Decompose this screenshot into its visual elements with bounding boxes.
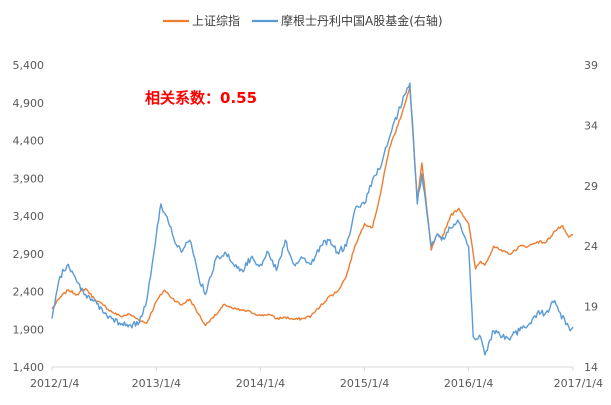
- y-right-tick-label: 14: [584, 361, 598, 374]
- y-left-tick-label: 1,900: [13, 323, 45, 336]
- y-left-tick-label: 4,400: [13, 135, 45, 148]
- y-left-tick-label: 5,400: [13, 59, 45, 72]
- y-left-tick-label: 3,900: [13, 172, 45, 185]
- y-left-tick-label: 1,400: [13, 361, 45, 374]
- y-left-tick-label: 3,400: [13, 210, 45, 223]
- x-tick-label: 2017/1/4: [554, 377, 603, 390]
- y-right-axis-ticks: 14 19 24 29 34 39: [584, 59, 598, 374]
- y-left-tick-label: 2,400: [13, 286, 45, 299]
- legend-label-shanghai: 上证综指: [192, 13, 240, 28]
- series-line-msci-fund: [51, 82, 574, 356]
- y-left-axis-ticks: 1,400 1,900 2,400 2,900 3,400 3,900 4,400 4,900…: [13, 59, 45, 374]
- y-right-tick-label: 24: [584, 240, 598, 253]
- legend-label-msci-fund: 摩根士丹利中国A股基金(右轴): [281, 13, 443, 28]
- x-tick-label: 2015/1/4: [340, 377, 389, 390]
- x-tick-label: 2014/1/4: [236, 377, 285, 390]
- y-left-tick-label: 2,900: [13, 248, 45, 261]
- legend: 上证综指 摩根士丹利中国A股基金(右轴): [163, 13, 443, 28]
- x-tick-label: 2012/1/4: [30, 377, 79, 390]
- y-right-tick-label: 34: [584, 119, 598, 132]
- x-axis-ticks: 2012/1/4 2013/1/4 2014/1/4 2015/1/4 2016/1/4…: [30, 367, 603, 390]
- x-tick-label: 2016/1/4: [444, 377, 493, 390]
- y-right-tick-label: 19: [584, 301, 598, 314]
- y-right-tick-label: 29: [584, 180, 598, 193]
- y-left-tick-label: 4,900: [13, 97, 45, 110]
- x-tick-label: 2013/1/4: [132, 377, 181, 390]
- correlation-annotation: 相关系数：0.55: [145, 89, 257, 107]
- series-lines: [51, 82, 574, 356]
- series-line-shanghai: [51, 86, 574, 327]
- y-right-tick-label: 39: [584, 59, 598, 72]
